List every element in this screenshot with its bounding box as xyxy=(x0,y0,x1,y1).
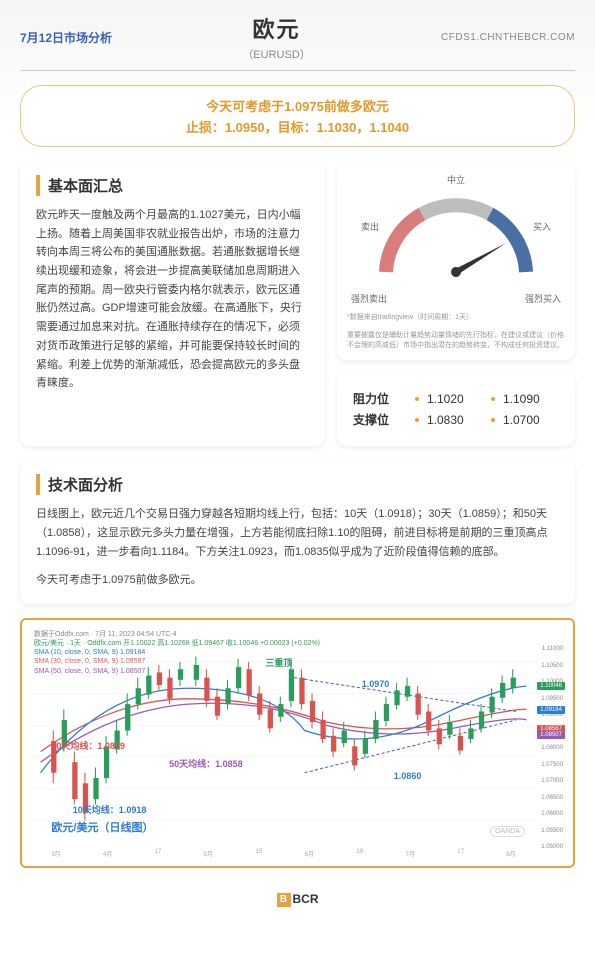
gauge-strong-buy: 强烈买入 xyxy=(525,292,561,305)
resistance-row: 阻力位 1.1020 1.1090 xyxy=(353,390,559,407)
support-label: 支撑位 xyxy=(353,411,407,428)
levels-card: 阻力位 1.1020 1.1090 支撑位 1.0830 1.0700 xyxy=(337,372,575,446)
support-row: 支撑位 1.0830 1.0700 xyxy=(353,411,559,428)
dot-icon xyxy=(415,397,419,401)
support-1: 1.0830 xyxy=(427,413,483,427)
fundamentals-card: 基本面汇总 欧元昨天一度触及两个月最高的1.1027美元，日内小幅上扬。随着上周… xyxy=(20,161,325,446)
pair-label: （EURUSD） xyxy=(112,46,441,62)
x-axis: 3月4月175月156月197月178月 xyxy=(30,849,537,858)
fundamentals-title: 基本面汇总 xyxy=(36,175,309,196)
date-label: 7月12日市场分析 xyxy=(20,29,112,46)
y-axis: 1.110001.105001.100001.095001.090001.085… xyxy=(531,646,565,844)
dot-icon xyxy=(491,418,495,422)
title-block: 欧元 （EURUSD） xyxy=(112,12,441,62)
resistance-label: 阻力位 xyxy=(353,390,407,407)
chart-area: 数据于Oddfx.com · 7月 11, 2023 04:54 UTC-4 欧… xyxy=(30,628,565,858)
gauge-bottom-labels: 强烈卖出 强烈买入 xyxy=(347,292,565,305)
logo-icon: B xyxy=(277,893,291,907)
oanda-badge: OANDA xyxy=(490,826,525,837)
annot-sma50: 50天均线：1.0858 xyxy=(169,757,243,770)
gauge-source: *数据来自tradingview（时间周期：1天） xyxy=(347,313,565,323)
resistance-2: 1.1090 xyxy=(503,392,559,406)
page: 7月12日市场分析 欧元 （EURUSD） CFDS1.CHNTHEBCR.CO… xyxy=(0,0,595,966)
page-title: 欧元 xyxy=(112,12,441,44)
gauge-card: 中立 卖出 买入 强烈卖出 强烈 xyxy=(337,161,575,360)
annot-p1: 1.0970 xyxy=(362,679,390,689)
dot-icon xyxy=(491,397,495,401)
main-row: 基本面汇总 欧元昨天一度触及两个月最高的1.1027美元，日内小幅上扬。随着上周… xyxy=(0,161,595,446)
annot-sma10: 10天均线：1.0918 xyxy=(73,803,147,816)
chart-meta-1: 数据于Oddfx.com · 7月 11, 2023 04:54 UTC-4 xyxy=(34,630,561,639)
technical-title: 技术面分析 xyxy=(36,474,559,495)
gauge-strong-sell: 强烈卖出 xyxy=(351,292,387,305)
gauge-sell-label: 卖出 xyxy=(361,220,379,233)
dot-icon xyxy=(415,418,419,422)
header: 7月12日市场分析 欧元 （EURUSD） CFDS1.CHNTHEBCR.CO… xyxy=(0,0,595,70)
brand-label: BCR xyxy=(293,892,319,906)
gauge-buy-label: 买入 xyxy=(533,220,551,233)
gauge-disclaimer: 重要披露仅是辅助计量趋势动量情绪的先行指标，在建议或建议（价格不会理的高或低）市… xyxy=(347,331,565,351)
support-2: 1.0700 xyxy=(503,413,559,427)
rec-line-2: 止损：1.0950，目标：1.1030，1.1040 xyxy=(37,117,558,136)
technical-body-2: 今天可考虑于1.0975前做多欧元。 xyxy=(36,571,559,590)
annot-sma30: 30天均线：1.0859 xyxy=(51,739,125,752)
resistance-1: 1.1020 xyxy=(427,392,483,406)
chart-pair-label: 欧元/美元（日线图） xyxy=(51,819,153,835)
technical-card: 技术面分析 日线图上，欧元近几个交易日强力穿越各短期均线上行，包括：10天（1.… xyxy=(20,460,575,604)
source-url: CFDS1.CHNTHEBCR.COM xyxy=(441,32,575,43)
chart-card: 数据于Oddfx.com · 7月 11, 2023 04:54 UTC-4 欧… xyxy=(20,618,575,868)
annot-triple-top: 三重顶 xyxy=(265,656,292,669)
technical-body-1: 日线图上，欧元近几个交易日强力穿越各短期均线上行，包括：10天（1.0918）；… xyxy=(36,505,559,561)
gauge-svg xyxy=(366,182,546,282)
gauge-wrap: 卖出 买入 xyxy=(347,182,565,292)
recommendation-box: 今天可考虑于1.0975前做多欧元 止损：1.0950，目标：1.1030，1.… xyxy=(20,85,575,147)
footer: BBCR xyxy=(0,884,595,921)
fundamentals-body: 欧元昨天一度触及两个月最高的1.1027美元，日内小幅上扬。随着上周美国非农就业… xyxy=(36,206,309,393)
rec-line-1: 今天可考虑于1.0975前做多欧元 xyxy=(37,96,558,115)
right-column: 中立 卖出 买入 强烈卖出 强烈 xyxy=(337,161,575,446)
divider xyxy=(20,70,575,71)
annot-p2: 1.0860 xyxy=(394,771,422,781)
